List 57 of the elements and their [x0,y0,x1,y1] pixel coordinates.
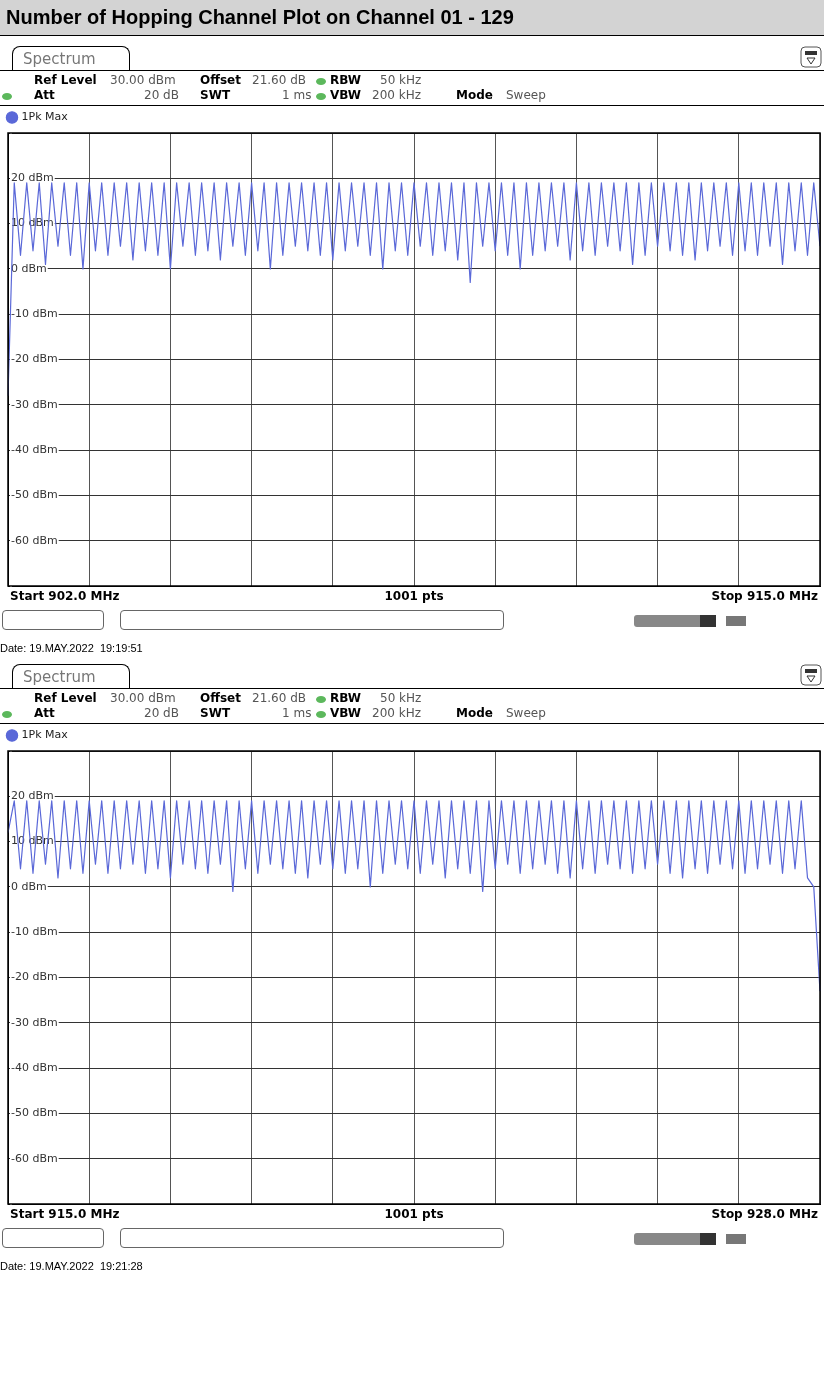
chart-title: Number of Hopping Channel Plot on Channel 01 - 129 [0,0,824,36]
y-tick-label: -40 dBm [11,442,58,456]
y-tick-label: 0 dBm [11,879,47,893]
text: 21.60 dB [252,73,307,87]
text: 1001 pts [384,589,444,604]
text: Att [34,88,55,102]
text: VBW [330,88,362,102]
legend-label: 1Pk Max [21,110,69,124]
text: RBW [330,73,361,87]
text: 50 kHz [380,691,422,705]
y-tick-label: -20 dBm [11,352,58,366]
text: Stop 928.0 MHz [711,1207,819,1222]
y-tick-label: -10 dBm [11,307,58,321]
text: 1 ms [282,88,312,102]
y-tick-label: -60 dBm [11,533,58,547]
y-tick-label: -50 dBm [11,1106,58,1120]
text: 1 ms [282,706,312,720]
text: SWT [200,706,231,720]
text: Stop 915.0 MHz [711,589,819,604]
y-tick-label: -60 dBm [11,1151,58,1165]
y-tick-label: 10 dBm [11,834,54,848]
text: 20 dB [144,88,179,102]
y-tick-label: 20 dBm [11,789,54,803]
text: 50 kHz [380,73,422,87]
text: 200 kHz [372,88,421,102]
y-tick-label: -30 dBm [11,397,58,411]
y-tick-label: -30 dBm [11,1015,58,1029]
y-tick-label: -50 dBm [11,488,58,502]
text: 30.00 dBm [110,691,176,705]
text: 1001 pts [384,1207,444,1222]
text: Start 902.0 MHz [10,589,120,604]
text: Mode [456,706,493,720]
text: Offset [200,73,241,87]
text: Date: 19.MAY.2022 19:19:51 [0,642,144,654]
y-tick-label: -10 dBm [11,925,58,939]
text: Spectrum [12,664,130,688]
text: 30.00 dBm [110,73,176,87]
y-tick-label: -20 dBm [11,970,58,984]
text: Ref Level [34,691,97,705]
text: Sweep [506,88,546,102]
text: SWT [200,88,231,102]
text: Sweep [506,706,546,720]
text: 20 dB [144,706,179,720]
text: Att [34,706,55,720]
y-tick-label: 20 dBm [11,171,54,185]
text: Spectrum [12,46,130,70]
text: Mode [456,88,493,102]
y-tick-label: -40 dBm [11,1060,58,1074]
text: Start 915.0 MHz [10,1207,120,1222]
text: Ref Level [34,73,97,87]
text: RBW [330,691,361,705]
legend-label: 1Pk Max [21,728,69,742]
text: VBW [330,706,362,720]
text: Offset [200,691,241,705]
text: 200 kHz [372,706,421,720]
text: Date: 19.MAY.2022 19:21:28 [0,1260,144,1272]
text: 21.60 dB [252,691,307,705]
